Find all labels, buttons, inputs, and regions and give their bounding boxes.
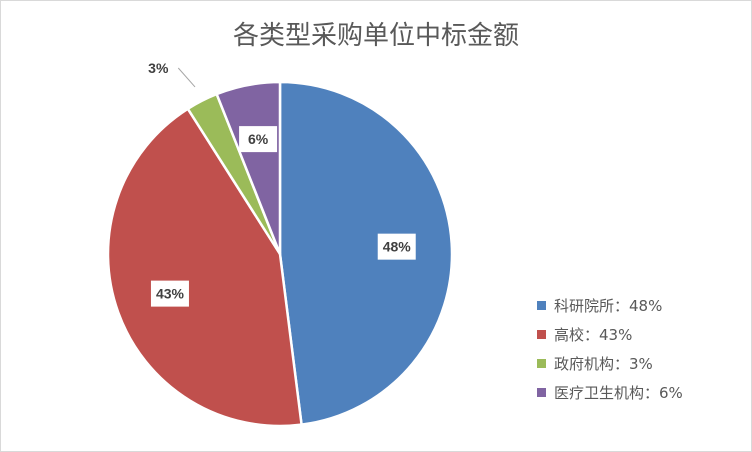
legend-item: 高校：43% bbox=[537, 320, 683, 349]
chart-title: 各类型采购单位中标金额 bbox=[232, 21, 519, 51]
legend-label: 科研院所：48% bbox=[554, 297, 663, 315]
legend: 科研院所：48% 高校：43% 政府机构：3% 医疗卫生机构：6% bbox=[537, 291, 683, 407]
data-label: 3% bbox=[148, 60, 169, 76]
leader-line bbox=[177, 67, 196, 88]
pie-slice bbox=[215, 80, 282, 255]
legend-item: 医疗卫生机构：6% bbox=[537, 378, 683, 407]
legend-item: 科研院所：48% bbox=[537, 291, 683, 320]
legend-swatch bbox=[537, 301, 546, 310]
data-label: 48% bbox=[383, 239, 412, 255]
data-label: 6% bbox=[248, 131, 269, 147]
pie-slice bbox=[106, 107, 303, 428]
data-label-box bbox=[150, 280, 189, 307]
legend-label: 医疗卫生机构：6% bbox=[554, 384, 683, 402]
pie-slice bbox=[278, 80, 454, 427]
legend-label: 政府机构：3% bbox=[554, 355, 653, 373]
legend-label: 高校：43% bbox=[554, 326, 633, 344]
legend-swatch bbox=[537, 359, 546, 368]
legend-item: 政府机构：3% bbox=[537, 349, 683, 378]
data-label-box bbox=[377, 233, 416, 260]
legend-swatch bbox=[537, 330, 546, 339]
data-label-box bbox=[239, 126, 278, 153]
legend-swatch bbox=[537, 388, 546, 397]
data-label: 43% bbox=[156, 286, 185, 302]
